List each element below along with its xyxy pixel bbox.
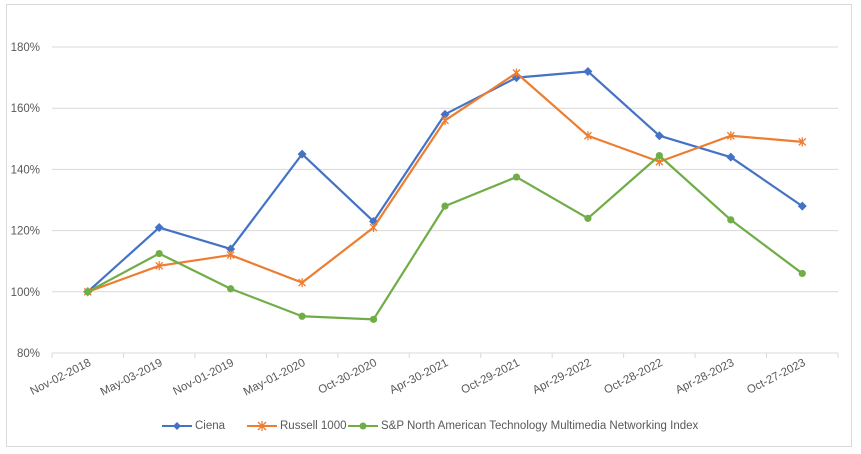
star-marker-icon (247, 421, 277, 431)
x-tick-label: Apr-28-2023 (674, 357, 736, 397)
star-marker-icon (226, 250, 235, 260)
star-marker-icon (369, 223, 378, 233)
y-tick-label: 180% (11, 42, 40, 54)
star-marker-icon (798, 137, 807, 147)
diamond-marker-icon (297, 149, 307, 159)
diamond-marker-icon (154, 223, 164, 233)
x-tick-label: Apr-30-2021 (388, 357, 450, 397)
series-line (87, 71, 803, 293)
y-tick-label: 120% (11, 226, 40, 238)
x-tick-label: Apr-29-2022 (531, 357, 593, 397)
circle-marker-icon (155, 249, 163, 258)
diamond-marker-icon (583, 66, 593, 76)
x-tick-label: Nov-02-2018 (28, 357, 93, 398)
legend-label: Russell 1000 (280, 420, 347, 432)
legend-item-ciena[interactable]: Ciena (162, 418, 225, 434)
x-tick-label: May-03-2019 (99, 357, 165, 398)
y-axis: 80% 100% 120% 140% 160% 180% (11, 42, 40, 360)
x-axis: Nov-02-2018 May-03-2019 Nov-01-2019 May-01-… (28, 353, 839, 398)
circle-marker-icon (441, 202, 449, 210)
star-marker-icon (512, 68, 521, 78)
y-tick-label: 160% (11, 103, 40, 115)
diamond-marker-icon (226, 244, 236, 254)
circle-marker-icon (512, 173, 521, 181)
star-marker-icon (155, 261, 164, 271)
circle-marker-icon (227, 285, 235, 293)
star-marker-icon (441, 115, 449, 125)
x-tick-label: Oct-27-2023 (745, 357, 807, 397)
gridlines (52, 46, 838, 354)
legend: Ciena Russell 1000 S&P North American Te… (0, 418, 861, 434)
legend-item-sp-networking-index[interactable]: S&P North American Technology Multimedia… (348, 418, 698, 434)
y-tick-label: 140% (11, 164, 40, 176)
circle-marker-icon (584, 214, 592, 222)
series-lines (83, 66, 807, 323)
x-tick-label: Oct-29-2021 (459, 357, 521, 397)
series-line (86, 70, 803, 293)
diamond-marker-icon (440, 109, 450, 119)
diamond-marker-icon (726, 152, 736, 162)
circle-marker-icon (369, 315, 378, 323)
legend-label: S&P North American Technology Multimedia… (381, 420, 699, 432)
x-tick-label: May-01-2020 (242, 357, 308, 398)
circle-marker-icon (298, 312, 306, 320)
circle-marker-icon (84, 288, 92, 296)
series-s-p-north-american-technology-multimedia-networking-index (84, 152, 806, 323)
legend-item-russell-1000[interactable]: Russell 1000 (247, 418, 346, 434)
circle-marker-icon (655, 152, 663, 160)
circle-marker-icon (348, 422, 378, 430)
diamond-marker-icon (162, 422, 192, 430)
diamond-marker-icon (797, 201, 807, 211)
star-marker-icon (726, 131, 735, 141)
star-marker-icon (298, 278, 307, 288)
legend-label: Ciena (195, 420, 226, 432)
x-tick-label: Nov-01-2019 (171, 357, 236, 398)
y-tick-label: 100% (11, 287, 40, 299)
circle-marker-icon (727, 216, 735, 224)
x-tick-label: Oct-30-2020 (316, 357, 378, 397)
circle-marker-icon (798, 269, 806, 278)
diamond-marker-icon (654, 131, 664, 141)
star-marker-icon (583, 131, 592, 141)
x-tick-label: Oct-28-2022 (602, 357, 664, 397)
chart-frame (6, 4, 852, 447)
series-russell-1000 (83, 68, 807, 297)
y-tick-label: 80% (17, 348, 40, 360)
